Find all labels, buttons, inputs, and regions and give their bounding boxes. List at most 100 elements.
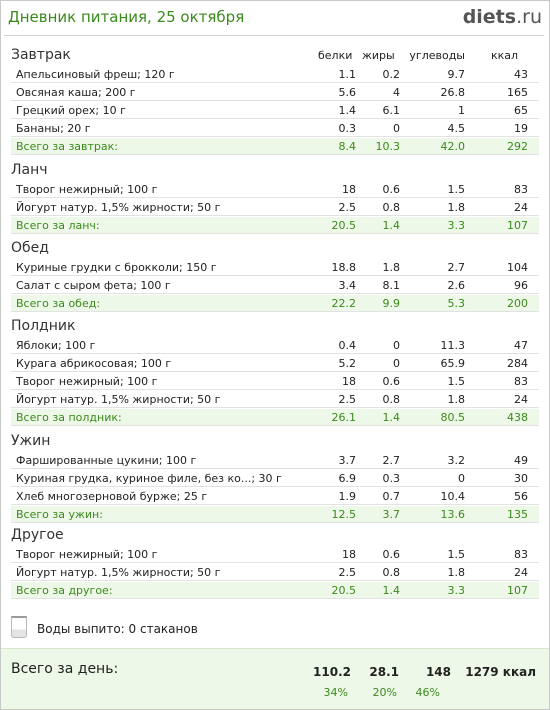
food-row[interactable]: Йогурт натур. 1,5% жирности; 50 г 2.5 0.8 1… [11,199,539,216]
food-row[interactable]: Фаршированные цукини; 100 г 3.7 2.7 3.2 49 [11,452,539,469]
cell-kcal: 24 [514,201,528,214]
daily-carbs-pct: 46% [415,686,440,699]
food-name: Йогурт натур. 1,5% жирности; 50 г [16,393,221,406]
cell-carbs: 5.3 [447,297,466,310]
food-row[interactable]: Яблоки; 100 г 0.4 0 11.3 47 [11,337,539,354]
food-name: Куриные грудки с брокколи; 150 г [16,261,217,274]
cell-protein: 12.5 [331,508,357,521]
section-total-row: Всего за ужин: 12.5 3.7 13.6 135 [11,506,539,523]
cell-protein: 18 [342,375,356,388]
food-row[interactable]: Курага абрикосовая; 100 г 5.2 0 65.9 284 [11,355,539,372]
cell-kcal: 83 [514,548,528,561]
cell-kcal: 65 [514,104,528,117]
food-name: Грецкий орех; 10 г [16,104,126,117]
cell-protein: 3.7 [338,454,357,467]
section-title: Завтрак [11,47,71,63]
section-total-row: Всего за завтрак: 8.4 10.3 42.0 292 [11,138,539,155]
cell-fat: 6.1 [382,104,401,117]
food-name: Овсяная каша; 200 г [16,86,136,99]
food-name: Йогурт натур. 1,5% жирности; 50 г [16,201,221,214]
cell-carbs: 26.8 [440,86,466,99]
food-name: Фаршированные цукини; 100 г [16,454,197,467]
cell-protein: 2.5 [338,201,357,214]
food-name: Яблоки; 100 г [16,339,96,352]
section-title: Обед [11,240,49,256]
glass-icon[interactable] [11,616,27,638]
cell-kcal: 56 [514,490,528,503]
cell-fat: 1.4 [382,219,401,232]
col-header-carbs: углеводы [409,49,465,62]
food-row[interactable]: Творог нежирный; 100 г 18 0.6 1.5 83 [11,181,539,198]
food-name: Йогурт натур. 1,5% жирности; 50 г [16,566,221,579]
cell-kcal: 96 [514,279,528,292]
cell-carbs: 3.3 [447,219,466,232]
cell-carbs: 3.3 [447,584,466,597]
food-row[interactable]: Куриная грудка, куриное филе, без ко...;… [11,470,539,487]
cell-fat: 3.7 [382,508,401,521]
cell-kcal: 284 [507,357,528,370]
food-row[interactable]: Йогурт натур. 1,5% жирности; 50 г 2.5 0.8 1… [11,391,539,408]
food-row[interactable]: Апельсиновый фреш; 120 г 1.1 0.2 9.7 43 [11,66,539,83]
cell-kcal: 24 [514,566,528,579]
cell-fat: 10.3 [375,140,401,153]
col-header-kcal: ккал [490,49,518,62]
cell-protein: 2.5 [338,566,357,579]
cell-kcal: 43 [514,68,528,81]
cell-kcal: 30 [514,472,528,485]
cell-carbs: 42.0 [440,140,466,153]
col-header-fat: жиры [362,49,395,62]
cell-protein: 5.2 [338,357,357,370]
food-name: Куриная грудка, куриное филе, без ко...;… [16,472,282,485]
food-name: Творог нежирный; 100 г [16,183,158,196]
cell-fat: 2.7 [382,454,401,467]
logo-tld: .ru [516,6,542,28]
total-label: Всего за ужин: [16,508,103,521]
cell-protein: 1.9 [338,490,357,503]
section-total-row: Всего за ланч: 20.5 1.4 3.3 107 [11,217,539,234]
section-title: Ужин [11,433,51,449]
cell-kcal: 104 [507,261,528,274]
food-row[interactable]: Бананы; 20 г 0.3 0 4.5 19 [11,120,539,137]
food-row[interactable]: Куриные грудки с брокколи; 150 г 18.8 1.8 2… [11,259,539,276]
food-name: Бананы; 20 г [16,122,91,135]
cell-protein: 8.4 [338,140,357,153]
cell-protein: 0.3 [338,122,357,135]
water-text: Воды выпито: 0 стаканов [37,622,198,636]
site-logo[interactable]: diets.ru [463,6,542,28]
cell-fat: 0.2 [382,68,401,81]
cell-fat: 0.6 [382,548,401,561]
daily-protein: 110.2 [313,665,351,679]
cell-carbs: 1.5 [447,183,466,196]
cell-carbs: 1.8 [447,566,466,579]
cell-protein: 18.8 [331,261,357,274]
cell-carbs: 11.3 [440,339,466,352]
cell-protein: 5.6 [338,86,357,99]
cell-fat: 0.3 [382,472,401,485]
cell-protein: 3.4 [338,279,357,292]
cell-kcal: 19 [514,122,528,135]
cell-carbs: 1 [458,104,465,117]
cell-carbs: 1.8 [447,393,466,406]
cell-kcal: 292 [507,140,528,153]
daily-protein-pct: 34% [323,686,348,699]
cell-carbs: 2.7 [447,261,466,274]
daily-kcal: 1279 ккал [465,665,536,679]
section-title: Ланч [11,162,48,178]
food-row[interactable]: Грецкий орех; 10 г 1.4 6.1 1 65 [11,102,539,119]
cell-fat: 0.8 [382,566,401,579]
food-row[interactable]: Хлеб многозерновой бурже; 25 г 1.9 0.7 10.4… [11,488,539,505]
cell-carbs: 4.5 [447,122,466,135]
cell-protein: 2.5 [338,393,357,406]
cell-protein: 0.4 [338,339,357,352]
food-row[interactable]: Творог нежирный; 100 г 18 0.6 1.5 83 [11,373,539,390]
cell-carbs: 80.5 [440,411,466,424]
food-row[interactable]: Овсяная каша; 200 г 5.6 4 26.8 165 [11,84,539,101]
cell-fat: 4 [393,86,400,99]
cell-carbs: 1.8 [447,201,466,214]
food-name: Хлеб многозерновой бурже; 25 г [16,490,208,503]
food-row[interactable]: Салат с сыром фета; 100 г 3.4 8.1 2.6 96 [11,277,539,294]
cell-fat: 0.6 [382,183,401,196]
food-row[interactable]: Творог нежирный; 100 г 18 0.6 1.5 83 [11,546,539,563]
header-divider [4,35,544,36]
food-row[interactable]: Йогурт натур. 1,5% жирности; 50 г 2.5 0.8 1… [11,564,539,581]
